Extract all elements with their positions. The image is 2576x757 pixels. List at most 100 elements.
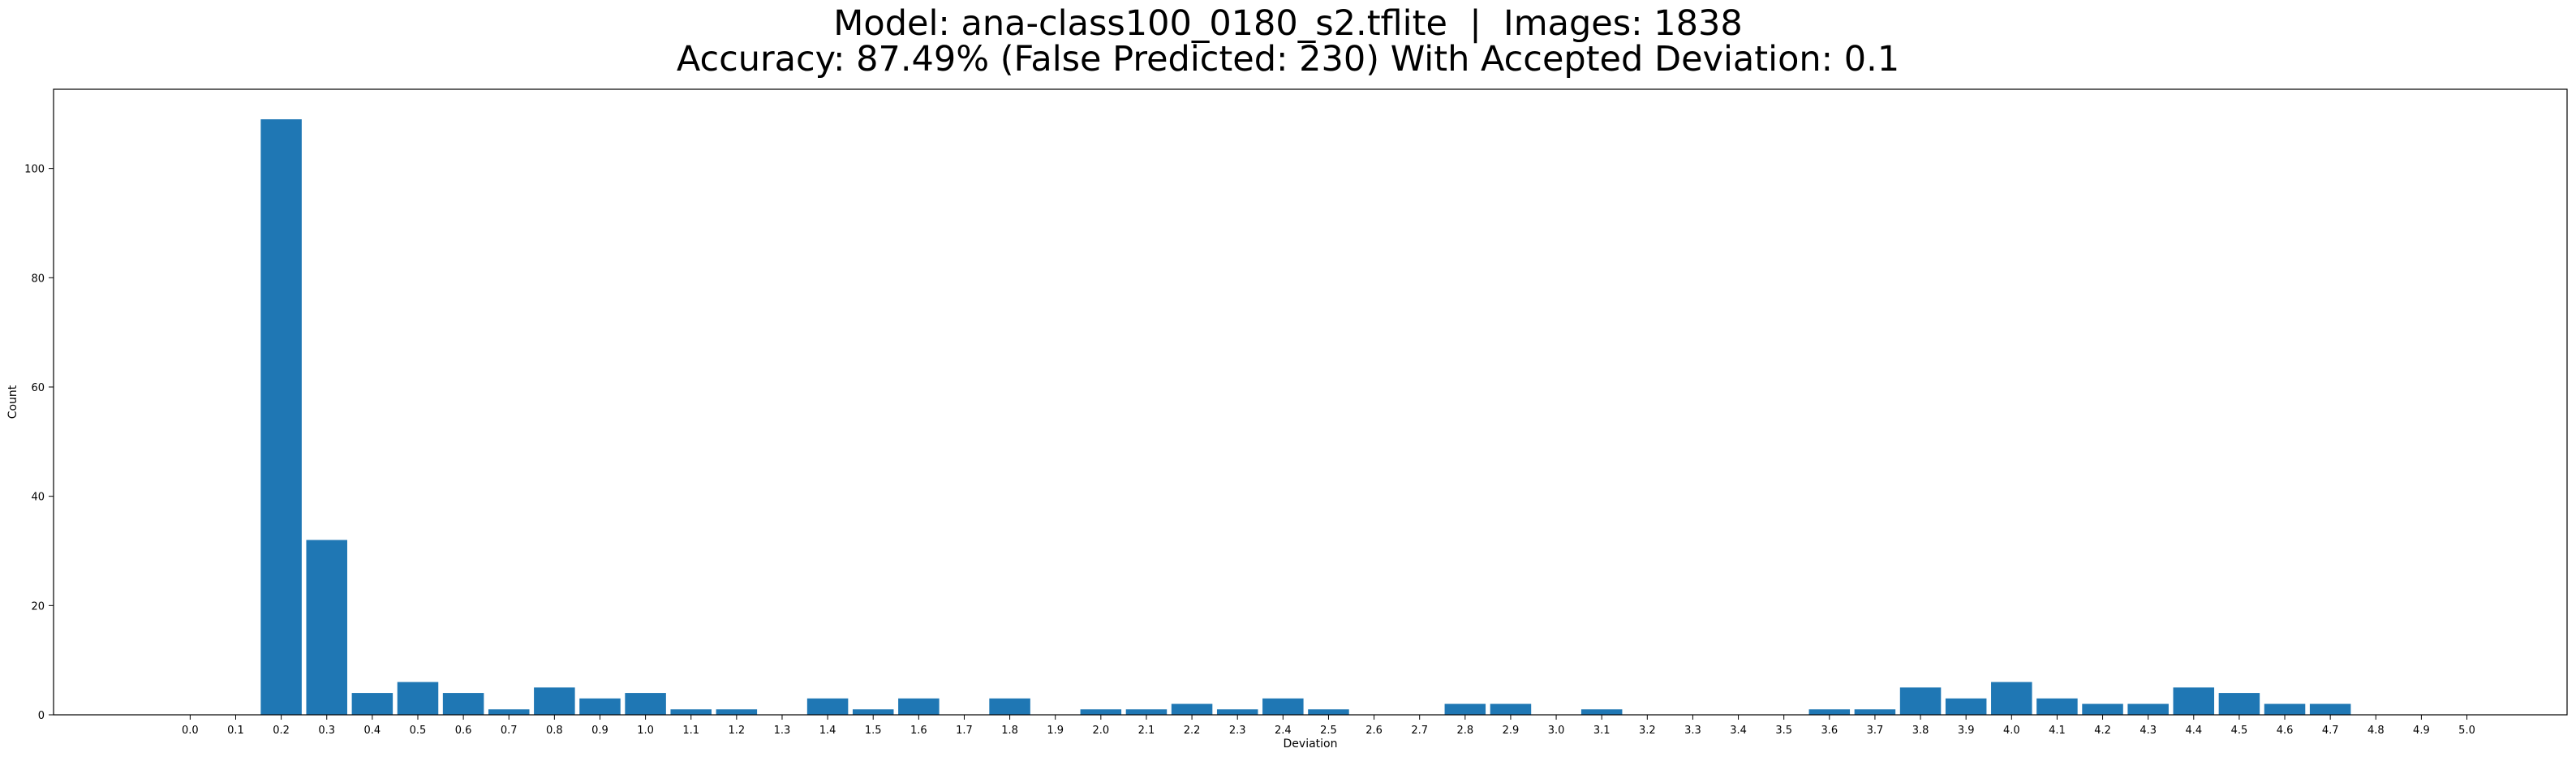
bar-1.6 [898, 698, 940, 715]
x-tick-label-2.6: 2.6 [1365, 725, 1383, 737]
bar-4.7 [2309, 703, 2351, 715]
x-tick-label-4.0: 4.0 [2003, 725, 2020, 737]
x-tick-label-5.0: 5.0 [2458, 725, 2475, 737]
x-tick-label-3.9: 3.9 [1958, 725, 1975, 737]
bar-0.3 [306, 540, 347, 715]
bars-group [260, 119, 2351, 715]
x-tick-label-0.5: 0.5 [410, 725, 427, 737]
bar-0.4 [351, 693, 393, 715]
chart-title-line2: Accuracy: 87.49% (False Predicted: 230) … [676, 39, 1900, 80]
y-tick-label-20: 20 [31, 600, 45, 613]
y-axis: 0 20 40 60 80 100 [24, 164, 54, 722]
x-axis: 0.0 0.1 0.2 0.3 0.4 0.5 0.6 0.7 0.8 0.9 1.0 1.1 1.2 1… [182, 715, 2475, 737]
x-tick-label-3.5: 3.5 [1775, 725, 1792, 737]
x-tick-label-4.3: 4.3 [2139, 725, 2157, 737]
x-tick-label-2.2: 2.2 [1184, 725, 1201, 737]
x-tick-label-1.9: 1.9 [1047, 725, 1064, 737]
bar-0.5 [397, 682, 439, 715]
y-tick-label-0: 0 [38, 710, 45, 722]
x-tick-label-1.7: 1.7 [956, 725, 973, 737]
x-tick-label-3.1: 3.1 [1593, 725, 1611, 737]
y-tick-label-80: 80 [31, 273, 45, 285]
bar-0.8 [534, 687, 575, 715]
bar-4.0 [1991, 682, 2032, 715]
bar-0.6 [442, 693, 484, 715]
y-axis-label: Count [6, 385, 19, 419]
x-tick-label-4.7: 4.7 [2322, 725, 2339, 737]
x-tick-label-4.6: 4.6 [2277, 725, 2294, 737]
x-tick-label-2.7: 2.7 [1411, 725, 1428, 737]
bar-2.3 [1216, 709, 1258, 715]
x-tick-label-0.1: 0.1 [227, 725, 244, 737]
x-tick-label-2.8: 2.8 [1456, 725, 1473, 737]
bar-3.6 [1808, 709, 1851, 715]
x-tick-label-2.5: 2.5 [1320, 725, 1337, 737]
bar-0.9 [579, 698, 621, 715]
bar-4.3 [2127, 703, 2169, 715]
x-tick-label-2.9: 2.9 [1503, 725, 1520, 737]
x-tick-label-3.0: 3.0 [1548, 725, 1565, 737]
x-tick-label-1.6: 1.6 [910, 725, 927, 737]
x-tick-label-3.6: 3.6 [1821, 725, 1838, 737]
x-tick-label-1.0: 1.0 [637, 725, 654, 737]
bar-2.5 [1308, 709, 1349, 715]
x-tick-label-1.4: 1.4 [819, 725, 836, 737]
x-tick-label-4.8: 4.8 [2367, 725, 2385, 737]
y-tick-label-40: 40 [31, 492, 45, 504]
x-tick-label-3.2: 3.2 [1639, 725, 1656, 737]
x-tick-label-0.2: 0.2 [273, 725, 290, 737]
x-tick-label-1.5: 1.5 [865, 725, 882, 737]
bar-1.2 [716, 709, 758, 715]
x-tick-label-0.6: 0.6 [455, 725, 472, 737]
x-tick-label-2.1: 2.1 [1138, 725, 1155, 737]
bar-4.6 [2264, 703, 2306, 715]
bar-2.0 [1080, 709, 1122, 715]
bar-1.4 [806, 698, 849, 715]
bar-3.1 [1580, 709, 1623, 715]
bar-2.1 [1125, 709, 1168, 715]
x-tick-label-4.9: 4.9 [2413, 725, 2430, 737]
x-tick-label-0.0: 0.0 [182, 725, 199, 737]
bar-2.2 [1171, 703, 1213, 715]
x-tick-label-0.8: 0.8 [546, 725, 563, 737]
x-tick-label-4.1: 4.1 [2049, 725, 2066, 737]
bar-4.4 [2173, 687, 2215, 715]
bar-1.1 [670, 709, 712, 715]
bar-2.4 [1262, 698, 1304, 715]
y-tick-label-100: 100 [24, 164, 45, 176]
bar-0.7 [488, 709, 530, 715]
x-tick-label-0.4: 0.4 [364, 725, 381, 737]
bar-1.0 [625, 693, 666, 715]
bar-2.9 [1490, 703, 1532, 715]
x-tick-label-1.8: 1.8 [1001, 725, 1018, 737]
x-tick-label-2.4: 2.4 [1275, 725, 1292, 737]
bar-1.5 [852, 709, 894, 715]
x-tick-label-1.1: 1.1 [682, 725, 699, 737]
x-tick-label-4.4: 4.4 [2185, 725, 2202, 737]
x-tick-label-4.5: 4.5 [2231, 725, 2248, 737]
bar-0.2 [260, 119, 302, 715]
x-tick-label-1.2: 1.2 [729, 725, 746, 737]
bar-1.8 [989, 698, 1030, 715]
y-tick-label-60: 60 [31, 382, 45, 394]
bar-4.5 [2218, 693, 2260, 715]
x-tick-label-0.9: 0.9 [591, 725, 609, 737]
x-tick-label-2.3: 2.3 [1229, 725, 1246, 737]
bar-3.7 [1854, 709, 1896, 715]
x-tick-label-3.3: 3.3 [1684, 725, 1701, 737]
bar-4.2 [2082, 703, 2123, 715]
x-axis-label: Deviation [1284, 738, 1338, 751]
chart-title-line1: Model: ana-class100_0180_s2.tflite | Ima… [833, 3, 1743, 44]
x-tick-label-3.8: 3.8 [1912, 725, 1929, 737]
x-tick-label-0.3: 0.3 [318, 725, 335, 737]
bar-3.9 [1945, 698, 1987, 715]
plot-frame [53, 88, 2568, 716]
x-tick-label-3.4: 3.4 [1730, 725, 1747, 737]
x-tick-label-0.7: 0.7 [501, 725, 518, 737]
x-tick-label-2.0: 2.0 [1092, 725, 1109, 737]
bar-4.1 [2036, 698, 2078, 715]
x-tick-label-4.2: 4.2 [2094, 725, 2111, 737]
x-tick-label-3.7: 3.7 [1867, 725, 1884, 737]
x-tick-label-1.3: 1.3 [774, 725, 791, 737]
